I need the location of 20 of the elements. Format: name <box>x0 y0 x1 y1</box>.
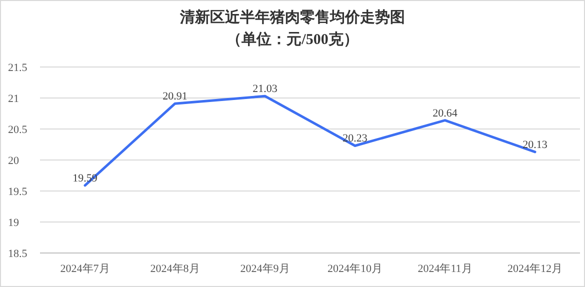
x-tick-label: 2024年11月 <box>418 263 472 275</box>
y-tick-label: 20 <box>8 155 20 167</box>
data-label: 20.23 <box>342 132 368 145</box>
y-tick-label: 19.5 <box>8 186 28 198</box>
y-tick-label: 21.5 <box>8 62 28 74</box>
data-label: 20.13 <box>522 138 548 151</box>
y-tick-label: 21 <box>8 93 19 105</box>
y-tick-label: 20.5 <box>8 124 28 136</box>
x-tick-label: 2024年7月 <box>60 263 110 275</box>
x-tick-label: 2024年10月 <box>328 263 382 275</box>
x-tick-label: 2024年8月 <box>150 263 200 275</box>
chart-subtitle: （单位：元/500克） <box>226 31 358 48</box>
data-label: 21.03 <box>252 83 278 96</box>
x-tick-label: 2024年12月 <box>508 263 562 275</box>
data-label: 20.64 <box>432 107 458 120</box>
data-label: 20.91 <box>162 90 188 103</box>
chart-title: 清新区近半年猪肉零售均价走势图 <box>179 8 405 26</box>
x-tick-label: 2024年9月 <box>240 263 290 275</box>
y-tick-label: 18.5 <box>8 248 28 260</box>
y-tick-label: 19 <box>8 217 20 229</box>
